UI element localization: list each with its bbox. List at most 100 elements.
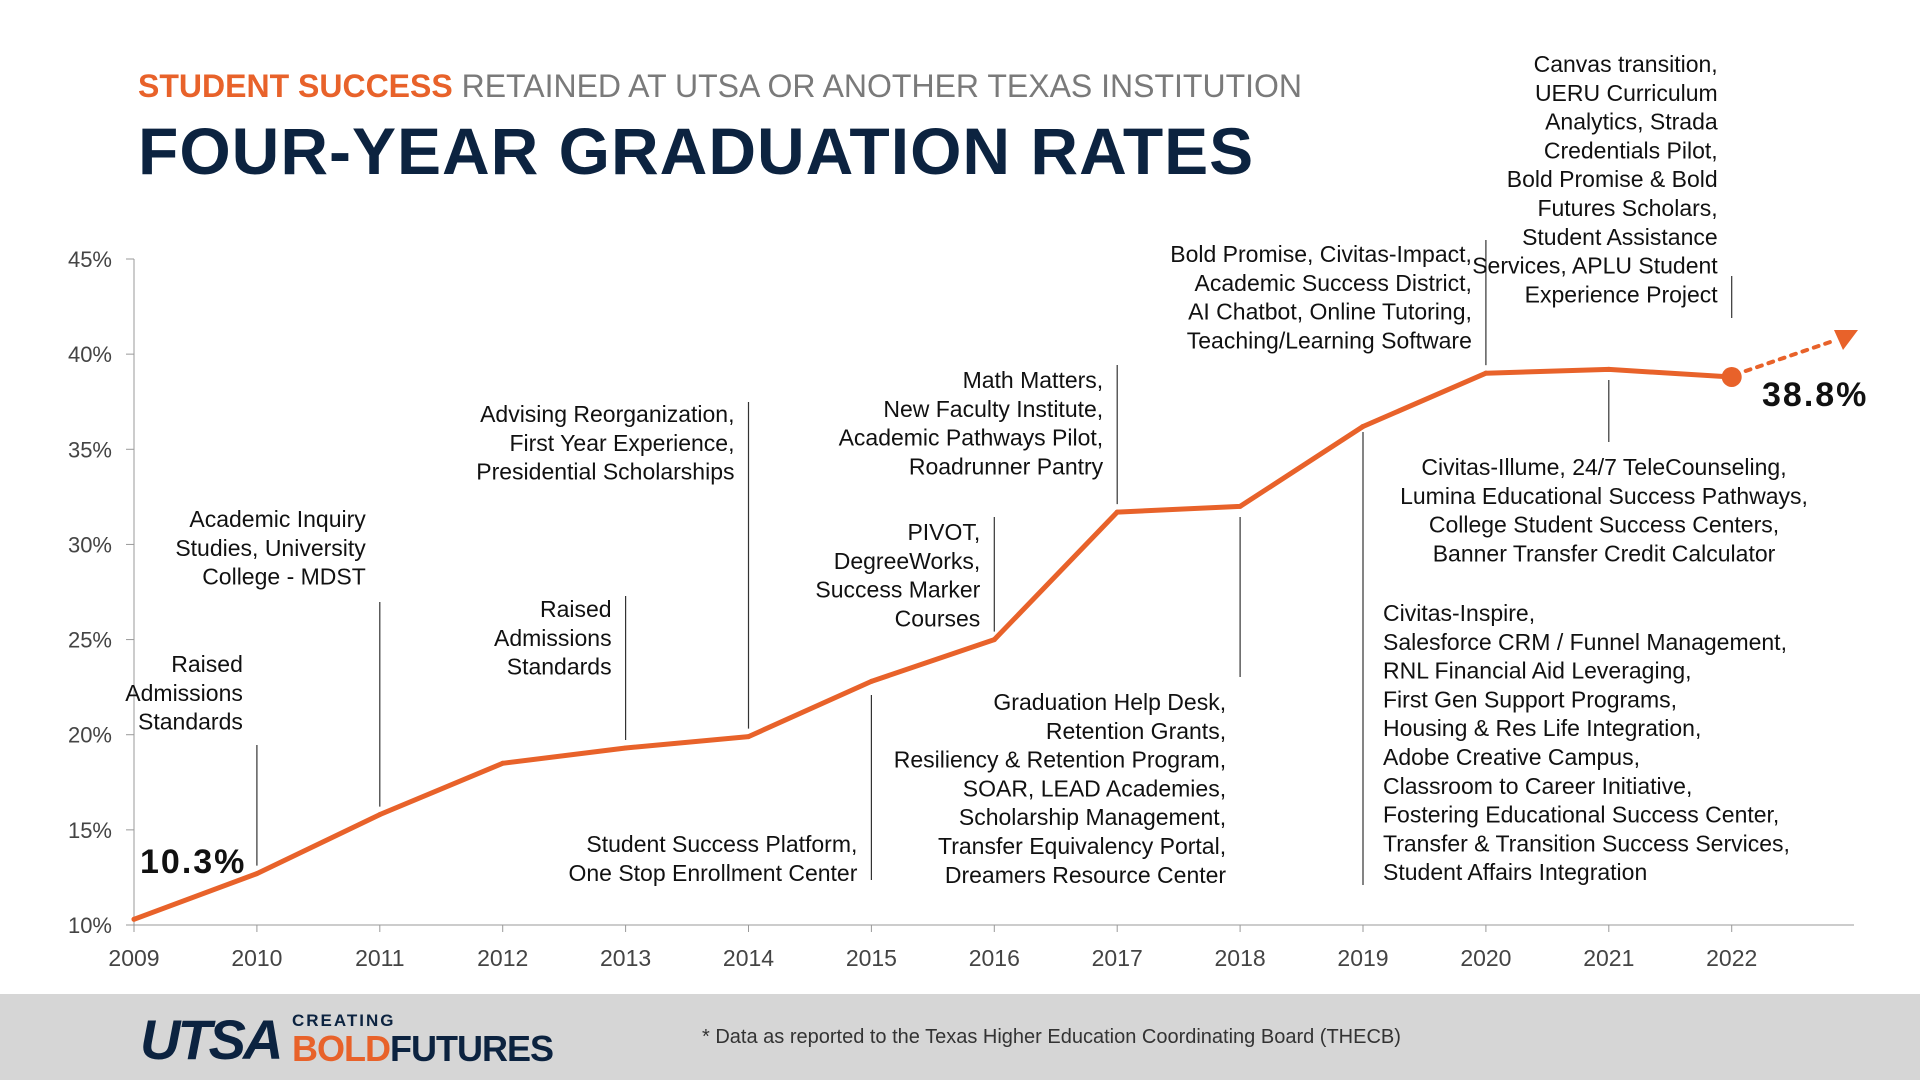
annotation-line: Academic Pathways Pilot, xyxy=(839,425,1104,451)
first-value-label: 10.3% xyxy=(140,843,246,881)
logo-creating-text: CREATING xyxy=(292,1011,396,1030)
annotations-layer: Raised Admissions Standards Academic Inquir… xyxy=(125,51,1808,888)
annotation-line: Admissions xyxy=(125,680,243,706)
annotation-line: Raised xyxy=(540,596,612,622)
x-tick-label: 2010 xyxy=(231,945,282,971)
data-point xyxy=(991,637,997,643)
x-tick-label: 2018 xyxy=(1215,945,1266,971)
data-point xyxy=(1237,503,1243,509)
annotation-line: Futures Scholars, xyxy=(1537,195,1717,221)
annotation-line: Transfer Equivalency Portal, xyxy=(938,833,1226,859)
annotation-2019: Civitas-Inspire, Salesforce CRM / Funnel … xyxy=(1383,600,1790,885)
data-source-footnote: * Data as reported to the Texas Higher E… xyxy=(702,1026,1401,1048)
last-point-marker xyxy=(1721,366,1742,387)
annotation-line: Teaching/Learning Software xyxy=(1187,327,1472,353)
data-point xyxy=(131,916,137,922)
x-tick-label: 2011 xyxy=(355,945,404,971)
data-point xyxy=(868,678,874,684)
annotation-2015: Student Success Platform, One Stop Enroll… xyxy=(568,831,857,886)
annotation-line: Civitas-Illume, 24/7 TeleCounseling, xyxy=(1421,454,1786,480)
x-tick-label: 2009 xyxy=(108,945,159,971)
data-point xyxy=(500,760,506,766)
annotation-2018: Graduation Help Desk, Retention Grants, Re… xyxy=(894,689,1227,888)
annotation-line: UERU Curriculum xyxy=(1535,80,1718,106)
annotation-line: Banner Transfer Credit Calculator xyxy=(1433,540,1776,566)
axes-layer: 10% 15% 20% 25% 30% 35% 40% 45% 2009 2010 2011 2012… xyxy=(68,247,1854,971)
data-point xyxy=(377,812,383,818)
annotation-line: Civitas-Inspire, xyxy=(1383,600,1535,626)
data-point xyxy=(746,734,751,740)
annotation-line: Academic Success District, xyxy=(1195,270,1472,296)
annotation-line: Advising Reorganization, xyxy=(480,401,734,427)
annotation-line: Standards xyxy=(138,709,243,735)
annotation-line: Student Assistance xyxy=(1522,224,1718,250)
annotation-2022: Canvas transition, UERU Curriculum Analyti… xyxy=(1472,51,1718,307)
y-tick-label: 30% xyxy=(68,532,112,557)
annotation-2020: Bold Promise, Civitas-Impact, Academic Su… xyxy=(1170,241,1472,353)
annotation-line: Raised xyxy=(171,651,243,677)
x-tick-label: 2014 xyxy=(723,945,774,971)
annotation-line: Credentials Pilot, xyxy=(1544,137,1718,163)
graduation-rate-chart: 10% 15% 20% 25% 30% 35% 40% 45% 2009 2010 2011 2012… xyxy=(68,51,1866,971)
annotation-line: Bold Promise, Civitas-Impact, xyxy=(1170,241,1472,267)
y-tick-label: 25% xyxy=(68,628,112,653)
annotation-line: DegreeWorks, xyxy=(834,548,981,574)
annotation-line: Courses xyxy=(895,605,981,631)
annotation-line: Studies, University xyxy=(175,535,366,561)
chart-header: STUDENT SUCCESS RETAINED AT UTSA OR ANOT… xyxy=(138,66,1438,190)
annotation-line: Student Success Platform, xyxy=(586,831,857,857)
annotation-line: College - MDST xyxy=(202,564,366,590)
annotation-line: Math Matters, xyxy=(963,367,1104,393)
annotation-line: Adobe Creative Campus, xyxy=(1383,744,1640,770)
projection-trend-line xyxy=(1743,338,1838,373)
data-layer: 10.3% 38.8% xyxy=(131,330,1866,922)
x-tick-label: 2021 xyxy=(1583,945,1634,971)
annotation-line: Academic Inquiry xyxy=(189,506,366,532)
annotation-line: Admissions xyxy=(494,625,612,651)
annotation-line: PIVOT, xyxy=(907,519,980,545)
annotation-2010: Raised Admissions Standards xyxy=(125,651,243,735)
annotation-line: First Gen Support Programs, xyxy=(1383,686,1677,712)
annotation-line: College Student Success Centers, xyxy=(1429,512,1779,538)
y-tick-label: 20% xyxy=(68,723,112,748)
annotation-line: Presidential Scholarships xyxy=(476,459,734,485)
annotation-line: First Year Experience, xyxy=(509,430,734,456)
y-tick-label: 40% xyxy=(68,342,112,367)
annotation-line: Transfer & Transition Success Services, xyxy=(1383,830,1790,856)
y-tick-label: 10% xyxy=(68,913,112,938)
annotation-line: One Stop Enrollment Center xyxy=(568,860,857,886)
x-tick-label: 2016 xyxy=(969,945,1020,971)
chart-title: FOUR-YEAR GRADUATION RATES xyxy=(138,114,1255,188)
x-tick-label: 2020 xyxy=(1460,945,1511,971)
y-tick-label: 45% xyxy=(68,247,112,272)
graduation-rate-line xyxy=(131,366,1735,922)
annotation-2021: Civitas-Illume, 24/7 TeleCounseling, Lumi… xyxy=(1400,454,1808,566)
data-point xyxy=(1606,366,1612,372)
logo-futures-text: FUTURES xyxy=(390,1028,554,1069)
annotation-line: Bold Promise & Bold xyxy=(1507,166,1718,192)
annotation-line: Scholarship Management, xyxy=(959,804,1226,830)
data-point xyxy=(1360,423,1366,429)
logo-bold-text: BOLD xyxy=(292,1028,391,1069)
annotation-2011: Academic Inquiry Studies, University Colle… xyxy=(175,506,366,590)
x-tick-label: 2017 xyxy=(1092,945,1143,971)
data-point xyxy=(623,745,629,751)
annotation-line: Graduation Help Desk, xyxy=(993,689,1226,715)
annotation-line: Retention Grants, xyxy=(1046,718,1226,744)
annotation-line: AI Chatbot, Online Tutoring, xyxy=(1188,299,1472,325)
subtitle-rest: RETAINED AT UTSA OR ANOTHER TEXAS INSTIT… xyxy=(461,68,1303,104)
x-tick-label: 2013 xyxy=(600,945,651,971)
annotation-line: Roadrunner Pantry xyxy=(909,453,1104,479)
annotation-2014: Advising Reorganization, First Year Exper… xyxy=(476,401,734,485)
x-tick-label: 2019 xyxy=(1337,945,1388,971)
annotation-line: Classroom to Career Initiative, xyxy=(1383,773,1692,799)
x-tick-label: 2015 xyxy=(846,945,897,971)
annotation-line: Standards xyxy=(507,654,612,680)
annotation-line: Fostering Educational Success Center, xyxy=(1383,802,1779,828)
annotation-line: Canvas transition, xyxy=(1534,51,1718,77)
annotation-2016: PIVOT, DegreeWorks, Success Marker Courses xyxy=(815,519,980,631)
x-tick-label: 2012 xyxy=(477,945,528,971)
annotation-line: New Faculty Institute, xyxy=(883,396,1103,422)
chart-subtitle: STUDENT SUCCESS RETAINED AT UTSA OR ANOT… xyxy=(138,66,1438,106)
annotation-line: Experience Project xyxy=(1525,281,1719,307)
